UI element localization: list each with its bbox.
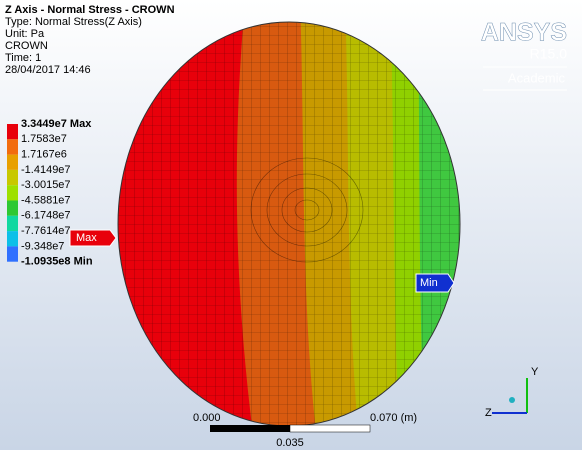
legend-label: -6.1748e7: [21, 210, 71, 222]
legend-band: [7, 139, 18, 154]
scale-mid: 0.035: [276, 437, 304, 449]
legend-band: [7, 155, 18, 170]
min-label: Min: [420, 277, 438, 289]
legend-label: -4.5881e7: [21, 194, 71, 206]
header-line: CROWN: [5, 40, 48, 52]
scale-start: 0.000: [193, 412, 221, 424]
legend-label: -9.348e7: [21, 240, 64, 252]
legend-label: 3.3449e7 Max: [21, 118, 92, 130]
triad-z: Z: [485, 407, 492, 419]
scale-bar: [290, 425, 370, 432]
title: Z Axis - Normal Stress - CROWN: [5, 4, 175, 16]
legend-band: [7, 185, 18, 200]
logo-version: R15.0: [530, 46, 568, 62]
triad-dot: [509, 397, 515, 403]
screenshot: Z Axis - Normal Stress - CROWN Type: Nor…: [0, 0, 582, 450]
logo-name: ANSYS: [481, 19, 567, 47]
legend-band: [7, 216, 18, 231]
legend-label: -1.0935e8 Min: [21, 256, 93, 268]
legend-band: [7, 124, 18, 139]
legend-label: 1.7583e7: [21, 133, 67, 145]
scale-bar: [210, 425, 290, 432]
header-line: Type: Normal Stress(Z Axis): [5, 16, 142, 28]
legend-band: [7, 231, 18, 246]
header-line: 28/04/2017 14:46: [5, 64, 91, 76]
max-label: Max: [76, 232, 97, 244]
legend-label: -1.4149e7: [21, 164, 71, 176]
legend-label: 1.7167e6: [21, 149, 67, 161]
legend-band: [7, 201, 18, 216]
header-line: Unit: Pa: [5, 28, 45, 40]
header-line: Time: 1: [5, 52, 41, 64]
triad-y: Y: [531, 366, 539, 378]
legend-label: -3.0015e7: [21, 179, 71, 191]
scale-end: 0.070 (m): [370, 412, 417, 424]
legend-band: [7, 170, 18, 185]
logo-edition: Academic: [508, 70, 566, 85]
legend-label: -7.7614e7: [21, 225, 71, 237]
legend-band: [7, 246, 18, 261]
